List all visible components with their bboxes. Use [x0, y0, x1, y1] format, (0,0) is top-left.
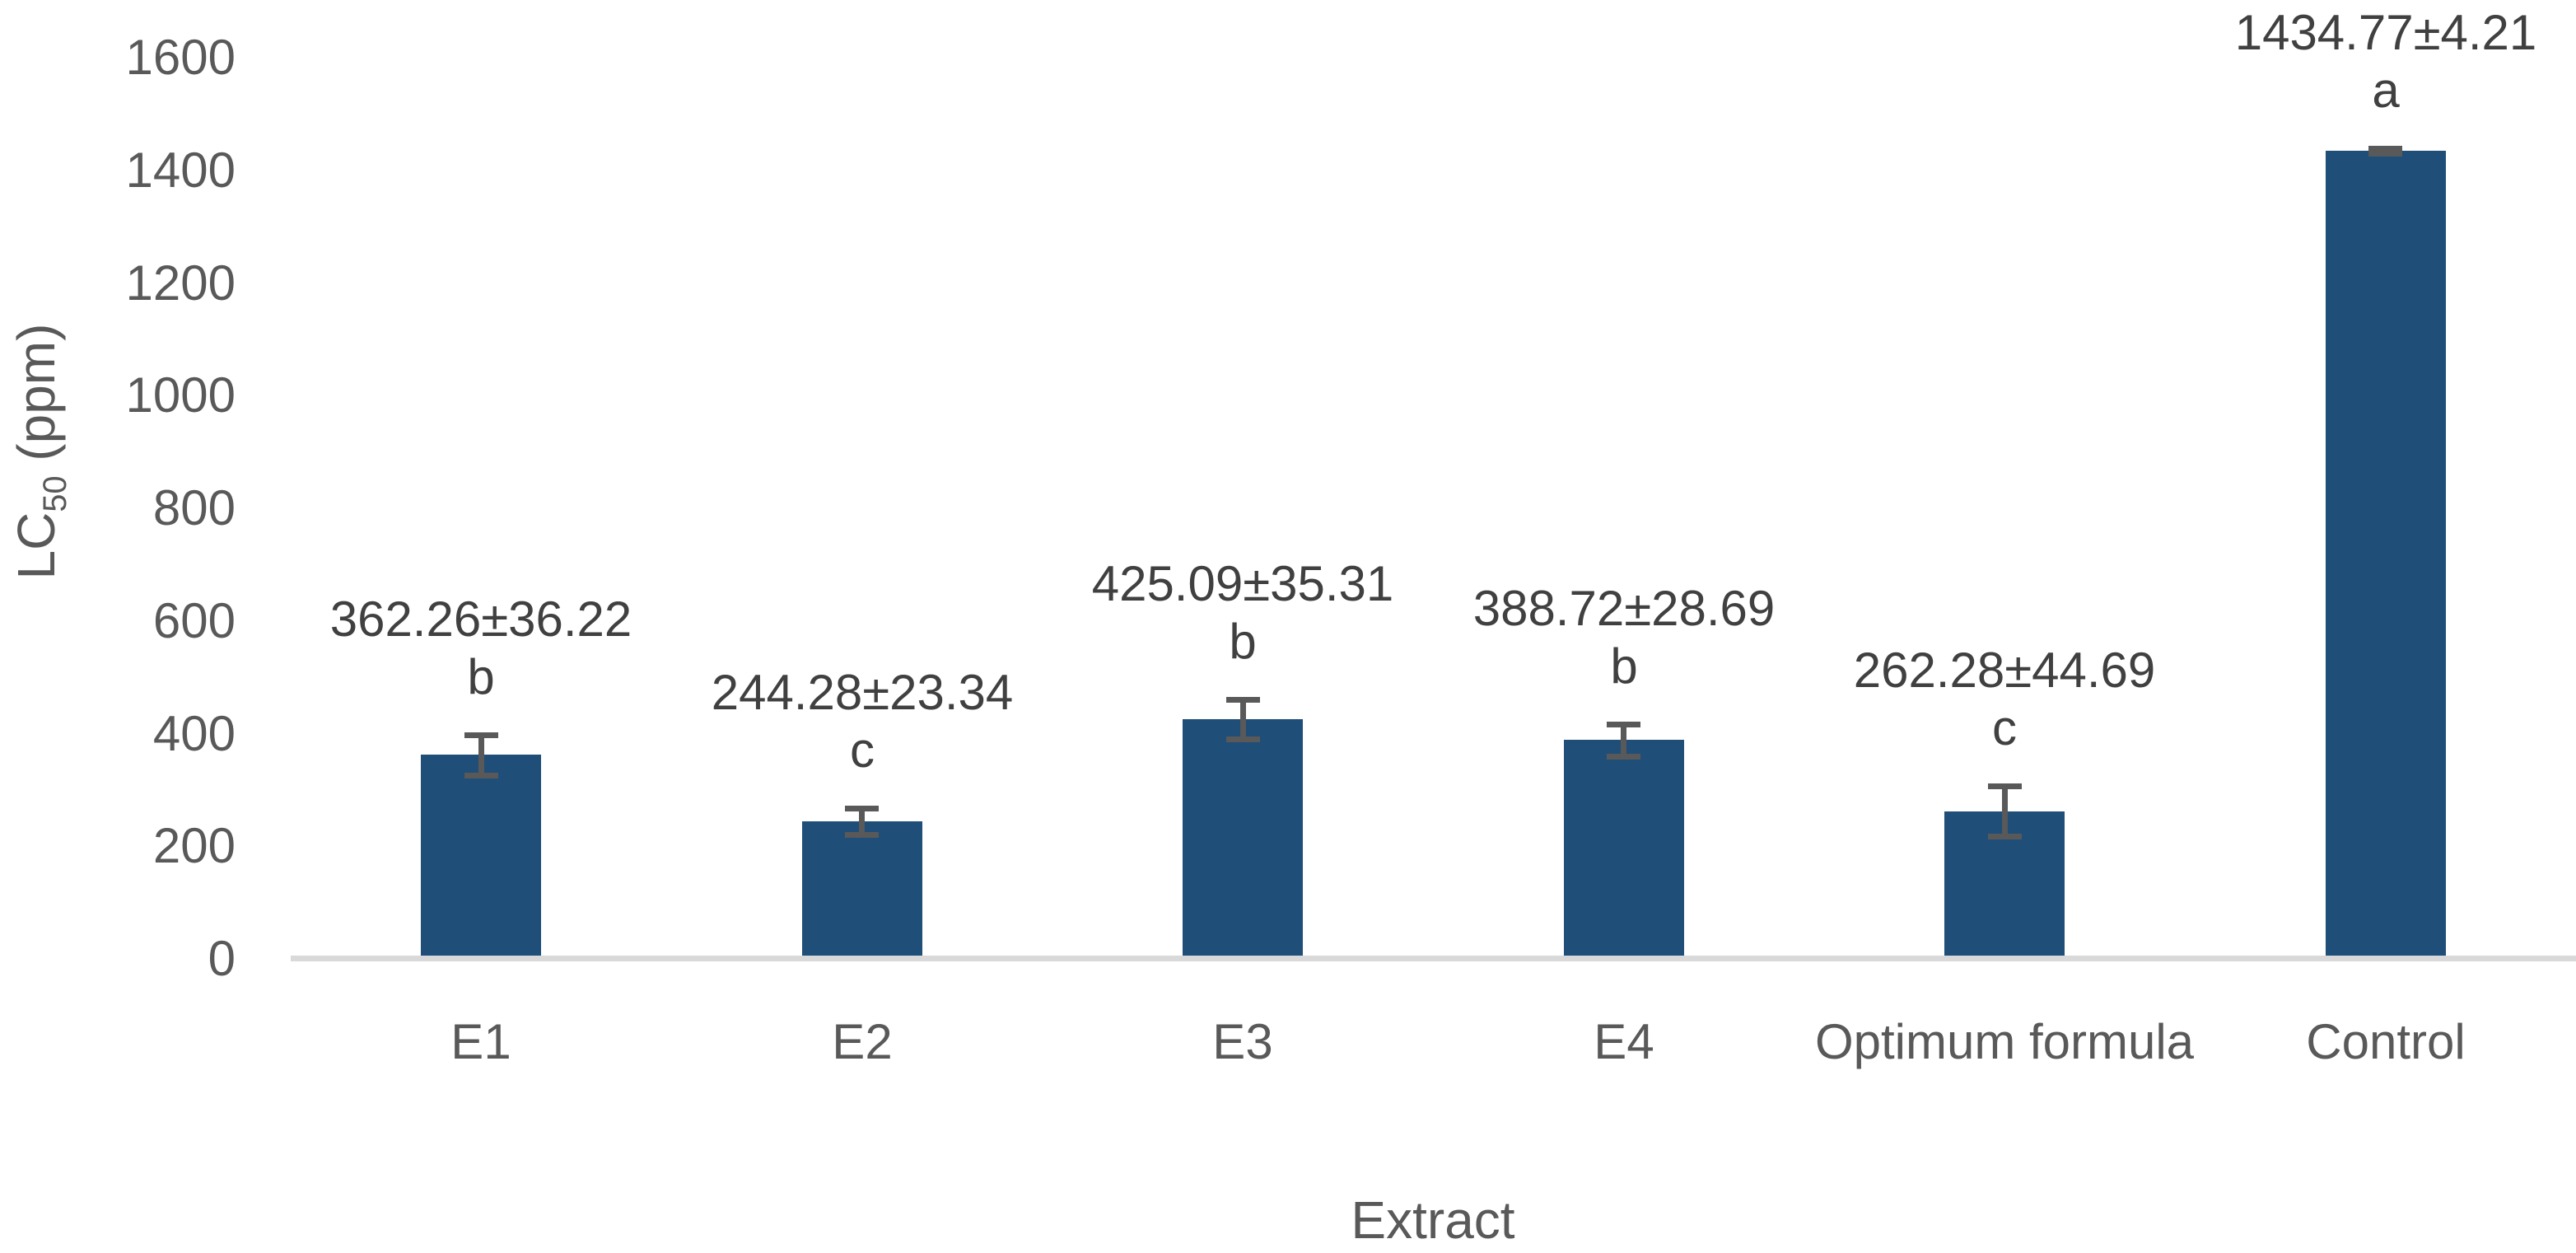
x-tick-label-e3: E3: [1212, 1014, 1273, 1069]
y-tick-label-1600: 1600: [125, 30, 236, 85]
significance-letter-optimum-formula: c: [1992, 700, 2017, 755]
bar-e2: [802, 821, 922, 956]
annotation-e1: 362.26±36.22 b: [193, 593, 769, 708]
error-bar-line-e4: [1621, 724, 1626, 756]
annotation-e4: 388.72±28.69 b: [1336, 582, 1912, 698]
error-bar-bottom-cap-e4: [1607, 754, 1640, 760]
error-bar-top-cap-control: [2368, 146, 2402, 152]
bar-control: [2326, 151, 2446, 956]
bar-e4: [1564, 740, 1684, 956]
data-label-optimum-formula: 262.28±44.69: [1853, 643, 2156, 698]
annotation-control: 1434.77±4.21 a: [2098, 7, 2576, 122]
y-tick-label-1400: 1400: [125, 142, 236, 198]
error-bar-line-e3: [1240, 699, 1246, 739]
error-bar-line-e1: [478, 735, 484, 776]
annotation-e2: 244.28±23.34 c: [574, 666, 1150, 782]
x-tick-label-optimum-formula: Optimum formula: [1814, 1014, 2195, 1069]
y-tick-label-800: 800: [152, 480, 236, 535]
data-label-e2: 244.28±23.34: [711, 665, 1014, 720]
significance-letter-control: a: [2372, 63, 2400, 118]
data-label-e1: 362.26±36.22: [329, 591, 632, 647]
error-bar-bottom-cap-control: [2368, 151, 2402, 157]
error-bar-line-optimum-formula: [2002, 786, 2008, 836]
error-bar-top-cap-e3: [1226, 697, 1260, 703]
data-label-e3: 425.09±35.31: [1091, 556, 1394, 611]
data-label-control: 1434.77±4.21: [2234, 5, 2537, 60]
significance-letter-e3: b: [1229, 614, 1257, 669]
significance-letter-e2: c: [850, 722, 875, 778]
y-tick-label-600: 600: [152, 592, 236, 648]
x-axis-line: [291, 956, 2576, 961]
y-tick-label-1200: 1200: [125, 255, 236, 311]
data-label-e4: 388.72±28.69: [1472, 581, 1776, 636]
y-tick-label-1000: 1000: [125, 367, 236, 423]
error-bar-top-cap-e4: [1607, 722, 1640, 727]
x-tick-label-e2: E2: [832, 1014, 893, 1069]
x-tick-label-e4: E4: [1594, 1014, 1654, 1069]
error-bar-bottom-cap-e1: [464, 773, 498, 778]
bar-e3: [1183, 719, 1303, 956]
error-bar-bottom-cap-e2: [845, 832, 879, 838]
error-bar-top-cap-optimum-formula: [1988, 783, 2022, 789]
error-bar-line-e2: [859, 808, 865, 835]
error-bar-top-cap-e2: [845, 806, 879, 811]
annotation-optimum-formula: 262.28±44.69 c: [1716, 644, 2293, 760]
y-tick-label-200: 200: [152, 818, 236, 874]
bar-e1: [421, 755, 541, 956]
significance-letter-e1: b: [467, 649, 495, 704]
x-tick-label-e1: E1: [450, 1014, 511, 1069]
error-bar-bottom-cap-e3: [1226, 736, 1260, 742]
error-bar-top-cap-e1: [464, 732, 498, 738]
y-tick-label-400: 400: [152, 705, 236, 761]
significance-letter-e4: b: [1610, 638, 1638, 694]
y-tick-label-0: 0: [208, 931, 236, 986]
x-tick-label-control: Control: [2306, 1014, 2466, 1069]
error-bar-bottom-cap-optimum-formula: [1988, 834, 2022, 839]
annotation-e3: 425.09±35.31 b: [954, 558, 1531, 673]
x-axis-title: Extract: [1351, 1190, 1515, 1250]
